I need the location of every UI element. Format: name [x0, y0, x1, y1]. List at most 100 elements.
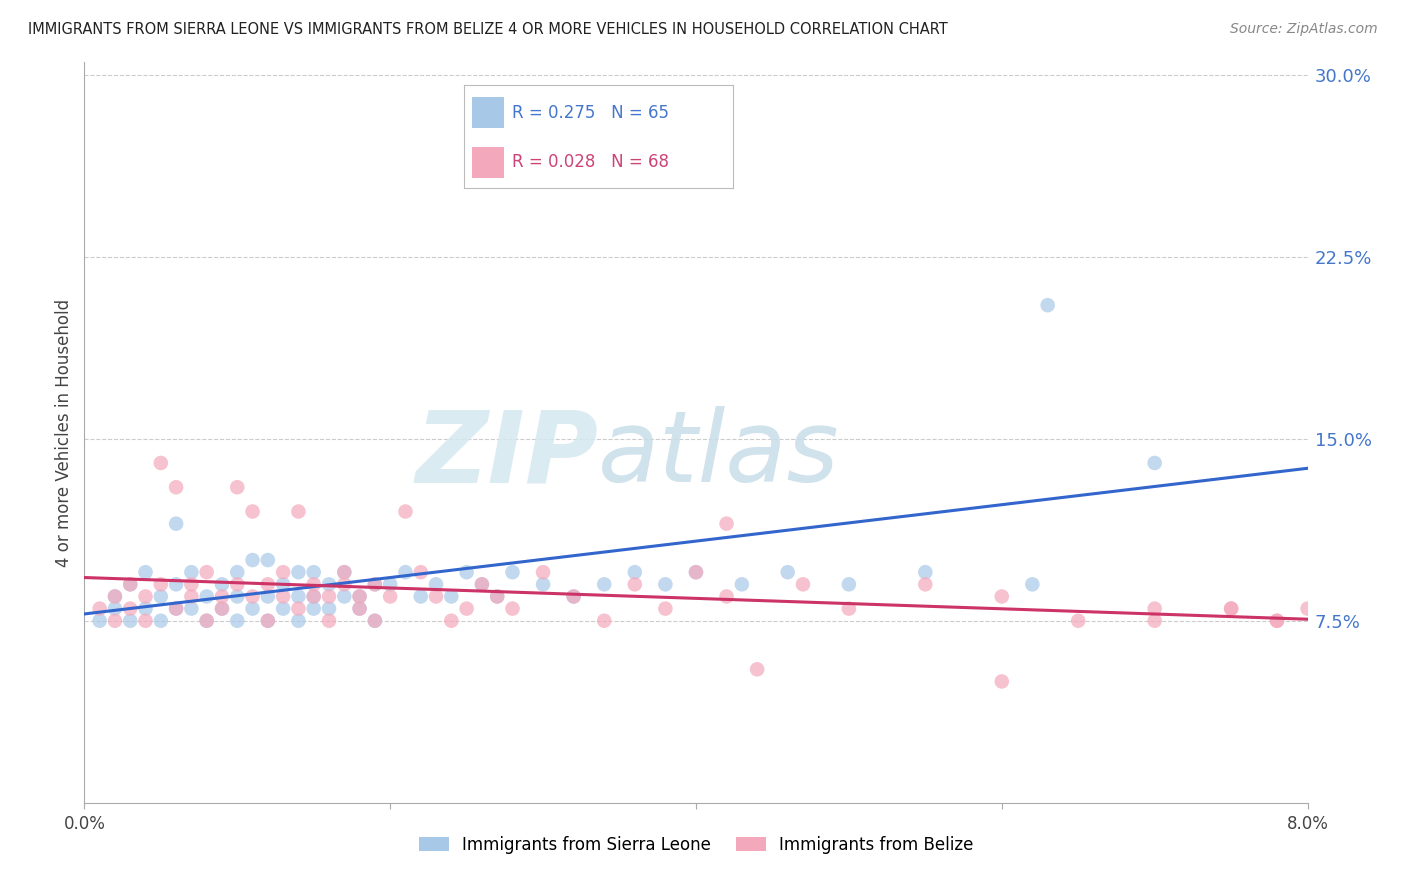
Immigrants from Sierra Leone	[318, 577, 340, 591]
Immigrants from Belize	[425, 590, 447, 604]
Immigrants from Sierra Leone	[333, 565, 356, 579]
Immigrants from Belize	[747, 662, 769, 676]
Immigrants from Belize	[502, 601, 524, 615]
Immigrants from Sierra Leone	[226, 590, 249, 604]
Immigrants from Belize	[654, 601, 676, 615]
Immigrants from Sierra Leone	[471, 577, 494, 591]
Immigrants from Belize	[440, 614, 463, 628]
Immigrants from Sierra Leone	[165, 516, 187, 531]
Immigrants from Belize	[380, 590, 402, 604]
Immigrants from Belize	[226, 480, 249, 494]
Immigrants from Belize	[135, 614, 157, 628]
Immigrants from Sierra Leone	[685, 565, 707, 579]
Immigrants from Belize	[165, 480, 187, 494]
Immigrants from Sierra Leone	[318, 601, 340, 615]
Immigrants from Sierra Leone	[425, 577, 447, 591]
Immigrants from Sierra Leone	[271, 577, 294, 591]
Immigrants from Sierra Leone	[195, 590, 218, 604]
Immigrants from Sierra Leone	[380, 577, 402, 591]
Immigrants from Belize	[991, 674, 1014, 689]
Immigrants from Sierra Leone	[1143, 456, 1166, 470]
Immigrants from Belize	[287, 601, 309, 615]
Immigrants from Sierra Leone	[302, 565, 325, 579]
Immigrants from Sierra Leone	[195, 614, 218, 628]
Immigrants from Belize	[180, 590, 202, 604]
Immigrants from Sierra Leone	[120, 577, 142, 591]
Immigrants from Belize	[180, 577, 202, 591]
Immigrants from Belize	[991, 590, 1014, 604]
Immigrants from Sierra Leone	[120, 614, 142, 628]
Immigrants from Sierra Leone	[440, 590, 463, 604]
Immigrants from Sierra Leone	[394, 565, 416, 579]
Text: Source: ZipAtlas.com: Source: ZipAtlas.com	[1230, 22, 1378, 37]
Immigrants from Belize	[287, 504, 309, 518]
Immigrants from Belize	[685, 565, 707, 579]
Immigrants from Belize	[1265, 614, 1288, 628]
Immigrants from Sierra Leone	[349, 590, 371, 604]
Immigrants from Belize	[394, 504, 416, 518]
Immigrants from Sierra Leone	[211, 601, 233, 615]
Immigrants from Belize	[257, 614, 280, 628]
Immigrants from Belize	[104, 614, 127, 628]
Immigrants from Belize	[624, 577, 647, 591]
Immigrants from Belize	[149, 456, 172, 470]
Immigrants from Belize	[318, 590, 340, 604]
Y-axis label: 4 or more Vehicles in Household: 4 or more Vehicles in Household	[55, 299, 73, 566]
Text: ZIP: ZIP	[415, 407, 598, 503]
Immigrants from Belize	[302, 577, 325, 591]
Immigrants from Sierra Leone	[89, 614, 111, 628]
Immigrants from Belize	[242, 504, 264, 518]
Immigrants from Sierra Leone	[257, 553, 280, 567]
Immigrants from Belize	[364, 614, 387, 628]
Immigrants from Sierra Leone	[1021, 577, 1043, 591]
Immigrants from Sierra Leone	[838, 577, 860, 591]
Immigrants from Belize	[135, 590, 157, 604]
Immigrants from Belize	[195, 565, 218, 579]
Immigrants from Sierra Leone	[287, 590, 309, 604]
Immigrants from Belize	[716, 516, 738, 531]
Immigrants from Sierra Leone	[349, 601, 371, 615]
Immigrants from Belize	[409, 565, 432, 579]
Immigrants from Belize	[1296, 601, 1319, 615]
Immigrants from Sierra Leone	[1036, 298, 1059, 312]
Immigrants from Belize	[914, 577, 936, 591]
Immigrants from Belize	[149, 577, 172, 591]
Immigrants from Sierra Leone	[731, 577, 754, 591]
Immigrants from Sierra Leone	[502, 565, 524, 579]
Immigrants from Sierra Leone	[135, 565, 157, 579]
Immigrants from Sierra Leone	[914, 565, 936, 579]
Immigrants from Sierra Leone	[165, 577, 187, 591]
Immigrants from Belize	[486, 590, 509, 604]
Immigrants from Belize	[333, 577, 356, 591]
Immigrants from Belize	[792, 577, 814, 591]
Immigrants from Belize	[364, 577, 387, 591]
Immigrants from Sierra Leone	[302, 601, 325, 615]
Immigrants from Sierra Leone	[409, 590, 432, 604]
Immigrants from Belize	[333, 565, 356, 579]
Immigrants from Sierra Leone	[593, 577, 616, 591]
Immigrants from Belize	[1143, 601, 1166, 615]
Immigrants from Sierra Leone	[104, 590, 127, 604]
Immigrants from Belize	[471, 577, 494, 591]
Immigrants from Sierra Leone	[287, 565, 309, 579]
Immigrants from Belize	[456, 601, 478, 615]
Immigrants from Sierra Leone	[257, 614, 280, 628]
Immigrants from Sierra Leone	[624, 565, 647, 579]
Immigrants from Sierra Leone	[242, 601, 264, 615]
Immigrants from Belize	[242, 590, 264, 604]
Immigrants from Belize	[1220, 601, 1243, 615]
Immigrants from Sierra Leone	[149, 590, 172, 604]
Immigrants from Belize	[271, 565, 294, 579]
Immigrants from Belize	[1265, 614, 1288, 628]
Immigrants from Sierra Leone	[486, 590, 509, 604]
Immigrants from Belize	[211, 590, 233, 604]
Immigrants from Sierra Leone	[226, 614, 249, 628]
Immigrants from Sierra Leone	[149, 614, 172, 628]
Immigrants from Belize	[120, 577, 142, 591]
Immigrants from Sierra Leone	[302, 590, 325, 604]
Immigrants from Belize	[257, 577, 280, 591]
Immigrants from Sierra Leone	[578, 140, 600, 154]
Immigrants from Belize	[531, 565, 554, 579]
Immigrants from Sierra Leone	[180, 565, 202, 579]
Immigrants from Sierra Leone	[211, 577, 233, 591]
